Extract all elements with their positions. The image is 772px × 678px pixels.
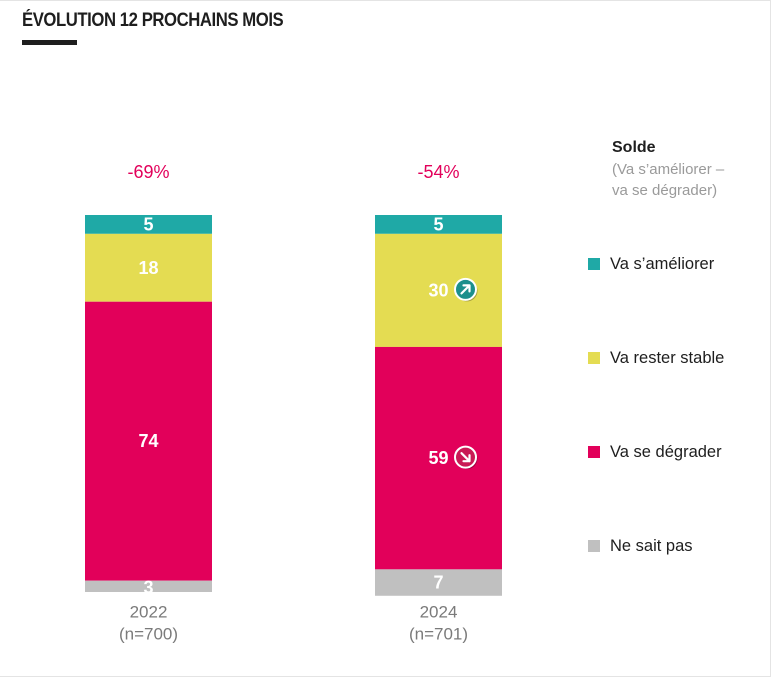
category-subtitle-2024: (n=701) [409, 625, 468, 644]
trend-down-arrow [460, 452, 471, 463]
legend-label-stable: Va rester stable [610, 348, 725, 367]
value-label-2022-unknown: 3 [143, 577, 153, 597]
chart-title: ÉVOLUTION 12 PROCHAINS MOIS [22, 10, 284, 31]
bar-2024-stable [375, 233, 502, 347]
value-label-2024-degrade: 59 [428, 448, 448, 468]
legend-swatch-stable [588, 352, 600, 364]
value-label-2022-degrade: 74 [138, 431, 158, 451]
title-underline [22, 40, 77, 45]
legend-swatch-unknown [588, 540, 600, 552]
solde-label-2022: -69% [127, 162, 169, 182]
category-subtitle-2022: (n=700) [119, 625, 178, 644]
legend-label-improve: Va s’améliorer [610, 254, 715, 273]
legend-label-degrade: Va se dégrader [610, 442, 722, 461]
value-label-2022-improve: 5 [143, 214, 153, 234]
category-label-2022: 2022 [130, 603, 168, 622]
bar-2022-unknown [85, 580, 212, 592]
bar-2024-degrade [375, 346, 502, 570]
value-label-2024-stable: 30 [428, 280, 448, 300]
legend-swatch-improve [588, 258, 600, 270]
value-label-2022-stable: 18 [138, 258, 158, 278]
bar-2022-degrade [85, 301, 212, 581]
category-label-2024: 2024 [420, 603, 458, 622]
bar-2024-unknown [375, 569, 502, 596]
legend-header: Solde (Va s’améliorer – va se dégrader) [612, 139, 762, 201]
trend-up-arrow [460, 284, 471, 295]
legend-item-improve: Va s’améliorer [588, 254, 714, 274]
bar-2024-improve [375, 215, 502, 234]
bar-2022-stable [85, 233, 212, 302]
value-label-2024-unknown: 7 [433, 573, 443, 593]
legend-item-unknown: Ne sait pas [588, 536, 693, 556]
legend-title: Solde [612, 139, 656, 156]
legend-item-stable: Va rester stable [588, 348, 724, 368]
legend-subtitle-line1: (Va s’améliorer – [612, 161, 725, 178]
bar-2022-improve [85, 215, 212, 234]
solde-label-2024: -54% [417, 162, 459, 182]
legend-swatch-degrade [588, 446, 600, 458]
legend-item-degrade: Va se dégrader [588, 442, 722, 462]
legend-subtitle-line2: va se dégrader) [612, 182, 718, 199]
legend-label-unknown: Ne sait pas [610, 536, 693, 555]
value-label-2024-improve: 5 [433, 214, 443, 234]
